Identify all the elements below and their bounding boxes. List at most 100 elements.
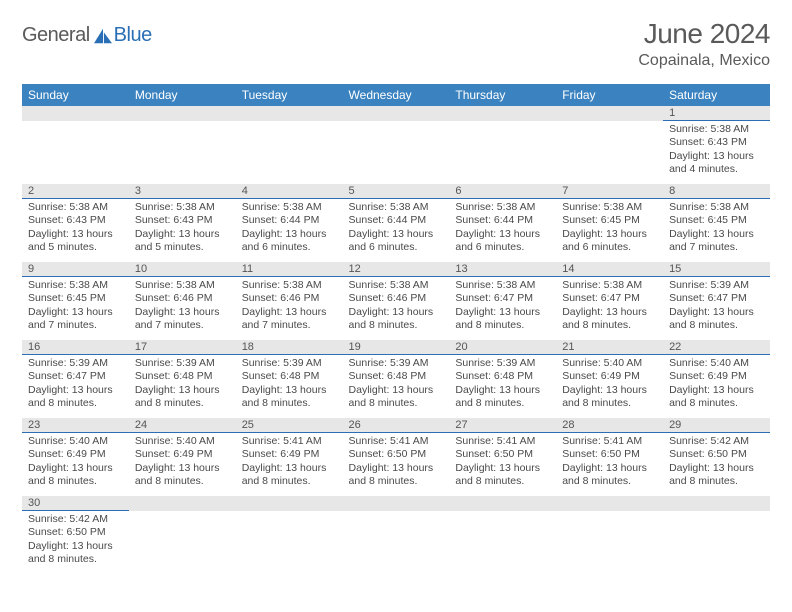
calendar-cell: 8 Sunrise: 5:38 AMSunset: 6:45 PMDaylight…	[663, 184, 770, 262]
daylight-text: Daylight: 13 hours	[349, 228, 444, 241]
day-number: 25	[236, 418, 343, 433]
sunrise-text: Sunrise: 5:40 AM	[562, 357, 657, 370]
day-number	[449, 106, 556, 121]
weekday-header: Friday	[556, 84, 663, 106]
calendar-cell	[236, 106, 343, 184]
daylight-text: Daylight: 13 hours	[242, 384, 337, 397]
day-number	[556, 496, 663, 511]
calendar-cell: 12Sunrise: 5:38 AMSunset: 6:46 PMDayligh…	[343, 262, 450, 340]
sunrise-text: Sunrise: 5:42 AM	[28, 513, 123, 526]
sunset-text: Sunset: 6:46 PM	[242, 292, 337, 305]
day-number: 9	[22, 262, 129, 277]
sunrise-text: Sunrise: 5:38 AM	[669, 201, 764, 214]
daylight-text: and 8 minutes.	[455, 475, 550, 488]
day-number: 13	[449, 262, 556, 277]
day-detail: Sunrise: 5:39 AMSunset: 6:48 PMDaylight:…	[343, 355, 450, 415]
daylight-text: Daylight: 13 hours	[669, 150, 764, 163]
day-number	[663, 496, 770, 511]
day-number: 5	[343, 184, 450, 199]
calendar-cell: 20Sunrise: 5:39 AMSunset: 6:48 PMDayligh…	[449, 340, 556, 418]
daylight-text: Daylight: 13 hours	[669, 228, 764, 241]
daylight-text: Daylight: 13 hours	[242, 228, 337, 241]
sunset-text: Sunset: 6:44 PM	[349, 214, 444, 227]
weekday-header: Monday	[129, 84, 236, 106]
day-detail: Sunrise: 5:41 AMSunset: 6:49 PMDaylight:…	[236, 433, 343, 493]
calendar-cell	[343, 496, 450, 574]
day-number: 30	[22, 496, 129, 511]
day-number	[129, 106, 236, 121]
daylight-text: Daylight: 13 hours	[562, 384, 657, 397]
sunset-text: Sunset: 6:50 PM	[562, 448, 657, 461]
day-detail: Sunrise: 5:38 AMSunset: 6:43 PMDaylight:…	[22, 199, 129, 259]
day-detail: Sunrise: 5:38 AMSunset: 6:43 PMDaylight:…	[129, 199, 236, 259]
day-number: 1	[663, 106, 770, 121]
sunrise-text: Sunrise: 5:38 AM	[28, 279, 123, 292]
day-detail: Sunrise: 5:40 AMSunset: 6:49 PMDaylight:…	[22, 433, 129, 493]
calendar-cell: 16Sunrise: 5:39 AMSunset: 6:47 PMDayligh…	[22, 340, 129, 418]
daylight-text: Daylight: 13 hours	[28, 306, 123, 319]
calendar-cell	[556, 106, 663, 184]
daylight-text: and 7 minutes.	[135, 319, 230, 332]
day-detail: Sunrise: 5:38 AMSunset: 6:45 PMDaylight:…	[556, 199, 663, 259]
day-number: 2	[22, 184, 129, 199]
calendar-cell: 28Sunrise: 5:41 AMSunset: 6:50 PMDayligh…	[556, 418, 663, 496]
day-number: 6	[449, 184, 556, 199]
day-detail: Sunrise: 5:38 AMSunset: 6:47 PMDaylight:…	[449, 277, 556, 337]
day-number: 4	[236, 184, 343, 199]
day-number: 26	[343, 418, 450, 433]
weekday-header: Sunday	[22, 84, 129, 106]
sunset-text: Sunset: 6:48 PM	[242, 370, 337, 383]
weekday-header-row: Sunday Monday Tuesday Wednesday Thursday…	[22, 84, 770, 106]
day-detail: Sunrise: 5:38 AMSunset: 6:44 PMDaylight:…	[236, 199, 343, 259]
day-detail: Sunrise: 5:39 AMSunset: 6:47 PMDaylight:…	[22, 355, 129, 415]
day-number	[343, 106, 450, 121]
calendar-cell	[556, 496, 663, 574]
daylight-text: Daylight: 13 hours	[135, 384, 230, 397]
logo: General Blue	[22, 18, 152, 47]
sunset-text: Sunset: 6:48 PM	[349, 370, 444, 383]
day-number	[449, 496, 556, 511]
calendar-cell: 2Sunrise: 5:38 AMSunset: 6:43 PMDaylight…	[22, 184, 129, 262]
day-number: 18	[236, 340, 343, 355]
day-number: 10	[129, 262, 236, 277]
daylight-text: Daylight: 13 hours	[28, 384, 123, 397]
calendar-cell: 18Sunrise: 5:39 AMSunset: 6:48 PMDayligh…	[236, 340, 343, 418]
calendar-cell: 26Sunrise: 5:41 AMSunset: 6:50 PMDayligh…	[343, 418, 450, 496]
calendar-cell: 1Sunrise: 5:38 AMSunset: 6:43 PMDaylight…	[663, 106, 770, 184]
day-detail: Sunrise: 5:39 AMSunset: 6:47 PMDaylight:…	[663, 277, 770, 337]
day-number: 16	[22, 340, 129, 355]
calendar-cell	[663, 496, 770, 574]
sunrise-text: Sunrise: 5:38 AM	[669, 123, 764, 136]
daylight-text: Daylight: 13 hours	[562, 306, 657, 319]
daylight-text: Daylight: 13 hours	[455, 384, 550, 397]
daylight-text: and 8 minutes.	[349, 319, 444, 332]
calendar-week-row: 23Sunrise: 5:40 AMSunset: 6:49 PMDayligh…	[22, 418, 770, 496]
calendar-week-row: 16Sunrise: 5:39 AMSunset: 6:47 PMDayligh…	[22, 340, 770, 418]
calendar-cell	[343, 106, 450, 184]
header: General Blue June 2024 Copainala, Mexico	[22, 18, 770, 70]
daylight-text: and 7 minutes.	[669, 241, 764, 254]
day-number: 3	[129, 184, 236, 199]
day-number: 8	[663, 184, 770, 199]
day-number: 19	[343, 340, 450, 355]
sunset-text: Sunset: 6:45 PM	[562, 214, 657, 227]
sunset-text: Sunset: 6:46 PM	[349, 292, 444, 305]
day-number	[129, 496, 236, 511]
day-number: 20	[449, 340, 556, 355]
sunset-text: Sunset: 6:45 PM	[669, 214, 764, 227]
daylight-text: and 8 minutes.	[242, 475, 337, 488]
daylight-text: and 8 minutes.	[669, 397, 764, 410]
sunset-text: Sunset: 6:46 PM	[135, 292, 230, 305]
logo-text-blue: Blue	[114, 24, 152, 47]
sunset-text: Sunset: 6:48 PM	[455, 370, 550, 383]
daylight-text: Daylight: 13 hours	[562, 462, 657, 475]
calendar-cell: 17Sunrise: 5:39 AMSunset: 6:48 PMDayligh…	[129, 340, 236, 418]
daylight-text: and 8 minutes.	[349, 475, 444, 488]
day-number	[556, 106, 663, 121]
day-detail: Sunrise: 5:38 AMSunset: 6:44 PMDaylight:…	[343, 199, 450, 259]
sunset-text: Sunset: 6:49 PM	[242, 448, 337, 461]
day-detail: Sunrise: 5:40 AMSunset: 6:49 PMDaylight:…	[663, 355, 770, 415]
daylight-text: Daylight: 13 hours	[455, 462, 550, 475]
day-detail: Sunrise: 5:38 AMSunset: 6:46 PMDaylight:…	[236, 277, 343, 337]
daylight-text: Daylight: 13 hours	[455, 306, 550, 319]
